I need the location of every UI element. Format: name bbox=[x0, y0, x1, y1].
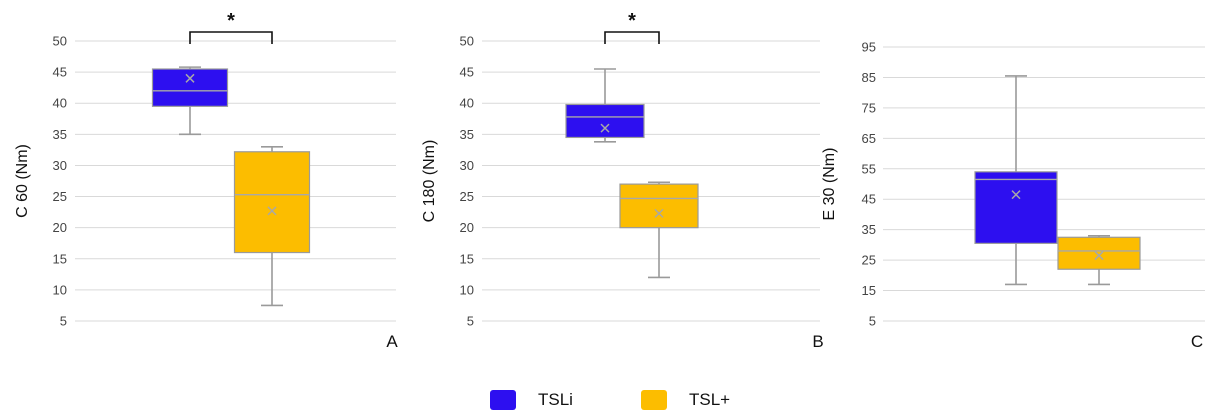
box-tsli bbox=[974, 171, 1058, 244]
significance-bracket bbox=[189, 31, 273, 44]
significance-star: * bbox=[628, 10, 636, 32]
legend-swatch-tsli bbox=[490, 390, 516, 410]
y-tick-label: 55 bbox=[862, 161, 876, 176]
y-tick-label: 25 bbox=[53, 189, 67, 204]
panel-label: B bbox=[812, 332, 823, 351]
mean-marker-tsli bbox=[185, 73, 195, 83]
mean-marker-tsli bbox=[1011, 190, 1021, 200]
significance-star: * bbox=[227, 10, 235, 32]
box-tsli bbox=[565, 103, 645, 139]
y-tick-label: 50 bbox=[460, 34, 474, 49]
y-tick-label: 5 bbox=[869, 314, 876, 329]
legend-item-tslplus: TSL+ bbox=[640, 390, 731, 410]
y-tick-label: 5 bbox=[60, 314, 67, 329]
y-tick-label: 30 bbox=[460, 158, 474, 173]
y-axis-label: E 30 (Nm) bbox=[821, 148, 838, 221]
mean-marker-tslplus bbox=[654, 208, 664, 218]
panel-label: C bbox=[1191, 332, 1203, 351]
significance-bracket bbox=[604, 31, 660, 44]
y-tick-label: 35 bbox=[53, 127, 67, 142]
y-tick-label: 45 bbox=[53, 65, 67, 80]
chart-panel-c: 5 15 25 35 45 55 65 75 85 95 E 30 (Nm) C bbox=[821, 40, 1205, 351]
y-tick-label: 50 bbox=[53, 34, 67, 49]
chart-panel-b: 5 10 15 20 25 30 35 40 45 50 C 180 (Nm) B * bbox=[421, 10, 824, 351]
y-tick-label: 45 bbox=[862, 192, 876, 207]
box-tslplus bbox=[1057, 236, 1141, 270]
y-tick-label: 10 bbox=[53, 282, 67, 297]
y-tick-label: 30 bbox=[53, 158, 67, 173]
legend: TSLi TSL+ bbox=[490, 388, 798, 412]
mean-marker-tslplus bbox=[1094, 251, 1104, 261]
y-tick-label: 10 bbox=[460, 282, 474, 297]
legend-label-tsli: TSLi bbox=[538, 390, 573, 409]
box-tsli bbox=[151, 68, 229, 107]
legend-label-tslplus: TSL+ bbox=[688, 390, 731, 409]
y-tick-label: 95 bbox=[862, 40, 876, 55]
y-tick-label: 40 bbox=[53, 96, 67, 111]
y-axis-label: C 180 (Nm) bbox=[421, 140, 438, 223]
y-tick-label: 20 bbox=[53, 220, 67, 235]
y-axis-label: C 60 (Nm) bbox=[14, 144, 31, 218]
y-tick-label: 40 bbox=[460, 96, 474, 111]
chart-panel-a: 5 10 15 20 25 30 35 40 45 50 C 60 (Nm) A * bbox=[14, 10, 398, 351]
y-tick-label: 35 bbox=[862, 222, 876, 237]
legend-swatch-tslplus bbox=[640, 390, 667, 410]
y-tick-label: 35 bbox=[460, 127, 474, 142]
y-tick-label: 75 bbox=[862, 100, 876, 115]
mean-marker-tslplus bbox=[267, 206, 277, 216]
y-tick-label: 15 bbox=[862, 283, 876, 298]
y-tick-label: 15 bbox=[460, 251, 474, 266]
panel-label: A bbox=[386, 332, 398, 351]
y-tick-label: 15 bbox=[53, 251, 67, 266]
legend-item-tsli: TSLi bbox=[490, 390, 573, 410]
y-tick-label: 5 bbox=[467, 314, 474, 329]
y-tick-label: 25 bbox=[460, 189, 474, 204]
mean-marker-tsli bbox=[600, 123, 610, 133]
y-tick-label: 25 bbox=[862, 253, 876, 268]
y-tick-label: 65 bbox=[862, 131, 876, 146]
y-tick-label: 85 bbox=[862, 70, 876, 85]
y-tick-label: 45 bbox=[460, 65, 474, 80]
box-tslplus bbox=[619, 183, 699, 229]
y-tick-label: 20 bbox=[460, 220, 474, 235]
box-tslplus bbox=[233, 151, 311, 254]
